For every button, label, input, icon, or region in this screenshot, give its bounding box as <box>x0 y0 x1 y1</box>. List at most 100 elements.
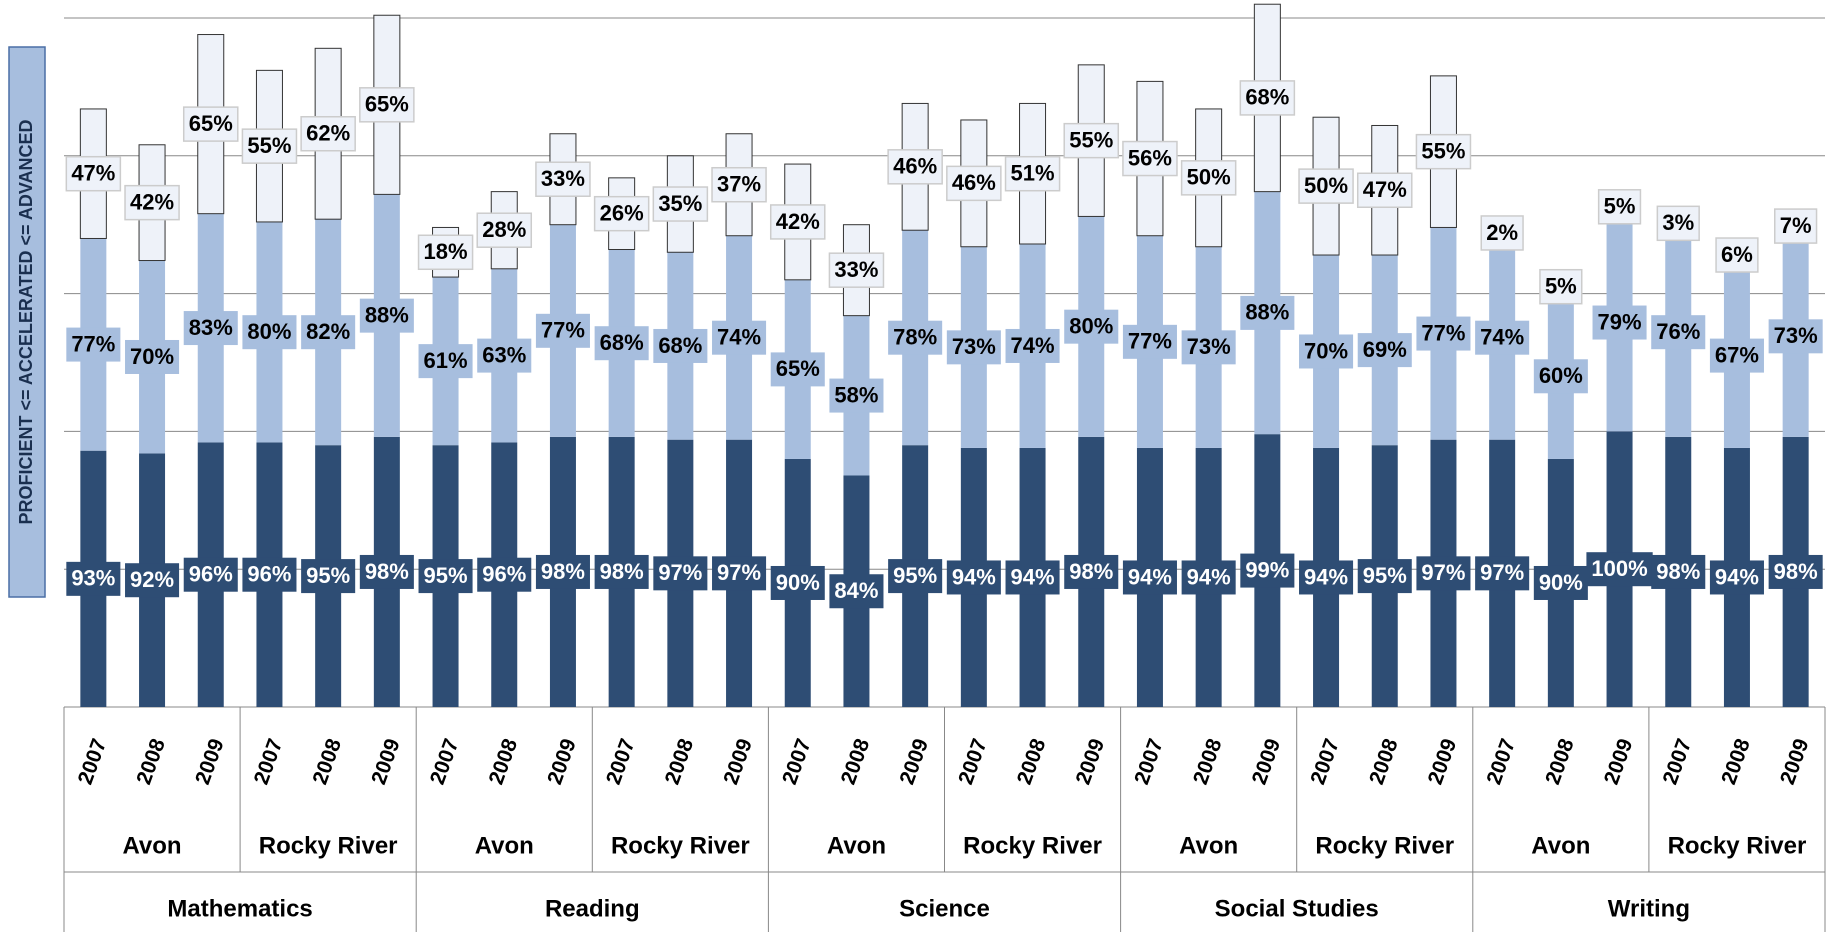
subject-label: Science <box>899 895 990 922</box>
x-tick-label: 2009 <box>1600 736 1638 788</box>
value-label: 88% <box>1245 300 1289 325</box>
value-label-box <box>535 161 591 197</box>
value-label-box <box>1651 315 1706 350</box>
x-tick-label: 2009 <box>895 736 933 788</box>
value-label-box <box>418 344 473 379</box>
value-label: 5% <box>1545 274 1577 299</box>
value-label: 100% <box>1591 556 1647 581</box>
value-label: 77% <box>1421 320 1465 345</box>
value-label: 74% <box>1480 325 1524 350</box>
value-label: 55% <box>1421 138 1465 163</box>
district-label: Rocky River <box>1315 832 1454 859</box>
value-label: 73% <box>1774 323 1818 348</box>
value-label-box <box>1415 133 1472 170</box>
value-label-box <box>653 328 708 363</box>
value-label-box <box>417 234 474 271</box>
x-tick-label: 2009 <box>1424 736 1462 788</box>
value-label-box <box>1240 295 1295 330</box>
value-label: 62% <box>306 121 350 146</box>
value-label: 42% <box>130 189 174 214</box>
value-label-box <box>1064 554 1119 589</box>
value-label: 55% <box>1069 127 1113 152</box>
value-label-box <box>1597 189 1642 225</box>
subject-label: Reading <box>545 895 640 922</box>
value-label: 97% <box>658 560 702 585</box>
value-label: 50% <box>1187 165 1231 190</box>
value-label-box <box>183 557 238 592</box>
value-label-box <box>1539 268 1583 305</box>
district-label: Avon <box>475 832 534 859</box>
value-label: 97% <box>1480 560 1524 585</box>
x-tick-label: 2008 <box>1717 735 1755 787</box>
subject-label: Writing <box>1608 895 1690 922</box>
value-label-box <box>1180 160 1237 196</box>
value-label-box <box>359 87 415 123</box>
value-label: 78% <box>893 325 937 350</box>
value-label: 98% <box>365 559 409 584</box>
value-label-box <box>1475 556 1530 591</box>
value-label: 77% <box>71 331 115 356</box>
value-label: 77% <box>541 318 585 343</box>
value-label: 96% <box>247 562 291 587</box>
value-label: 95% <box>306 563 350 588</box>
x-tick-label: 2007 <box>426 736 464 788</box>
value-label: 99% <box>1245 557 1289 582</box>
value-label: 69% <box>1363 337 1407 362</box>
value-label-box <box>1651 554 1706 589</box>
x-tick-label: 2007 <box>778 736 816 788</box>
value-label: 47% <box>71 161 115 186</box>
value-label-box <box>769 204 826 240</box>
value-label-box <box>946 165 1002 202</box>
value-label: 76% <box>1656 319 1700 344</box>
value-label: 63% <box>482 342 526 367</box>
x-tick-label: 2007 <box>954 736 992 788</box>
value-label-box <box>712 556 767 591</box>
value-label: 26% <box>600 200 644 225</box>
value-label-box <box>1480 215 1524 251</box>
value-label: 37% <box>717 172 761 197</box>
value-label-box <box>1416 316 1471 351</box>
value-label: 35% <box>658 191 702 216</box>
value-label: 70% <box>1304 338 1348 363</box>
district-label: Rocky River <box>259 832 398 859</box>
value-label: 56% <box>1128 145 1172 170</box>
value-label-box <box>1586 552 1653 587</box>
value-label: 6% <box>1721 242 1753 267</box>
y-label-box <box>8 46 46 598</box>
district-label: Rocky River <box>611 832 750 859</box>
value-label-box <box>359 298 414 333</box>
x-tick-label: 2009 <box>1776 736 1814 788</box>
x-tick-label: 2008 <box>1013 735 1051 787</box>
value-label: 82% <box>306 319 350 344</box>
district-label: Rocky River <box>963 832 1102 859</box>
x-tick-label: 2008 <box>1365 735 1403 787</box>
district-label: Avon <box>827 832 886 859</box>
district-label: Avon <box>122 832 181 859</box>
value-label: 98% <box>1774 559 1818 584</box>
value-label-box <box>1709 560 1764 595</box>
x-tick-label: 2009 <box>1072 736 1110 788</box>
value-label: 80% <box>1069 313 1113 338</box>
x-tick-label: 2009 <box>719 736 757 788</box>
value-label-box <box>183 311 238 346</box>
value-label: 74% <box>717 325 761 350</box>
value-label-box <box>1005 560 1060 595</box>
value-label-box <box>1475 320 1530 355</box>
value-label: 42% <box>776 209 820 234</box>
value-label-box <box>652 186 709 222</box>
value-label: 94% <box>952 564 996 589</box>
value-label: 28% <box>482 217 526 242</box>
value-label: 65% <box>776 356 820 381</box>
value-label-box <box>1299 560 1354 595</box>
value-label: 98% <box>1656 559 1700 584</box>
value-label: 73% <box>1187 334 1231 359</box>
district-label: Avon <box>1179 832 1238 859</box>
x-tick-label: 2008 <box>661 735 699 787</box>
value-label-box <box>1709 338 1764 373</box>
value-label: 90% <box>776 570 820 595</box>
value-label-box <box>770 352 825 387</box>
value-label: 33% <box>834 257 878 282</box>
value-label-box <box>66 327 121 362</box>
value-label: 96% <box>482 562 526 587</box>
